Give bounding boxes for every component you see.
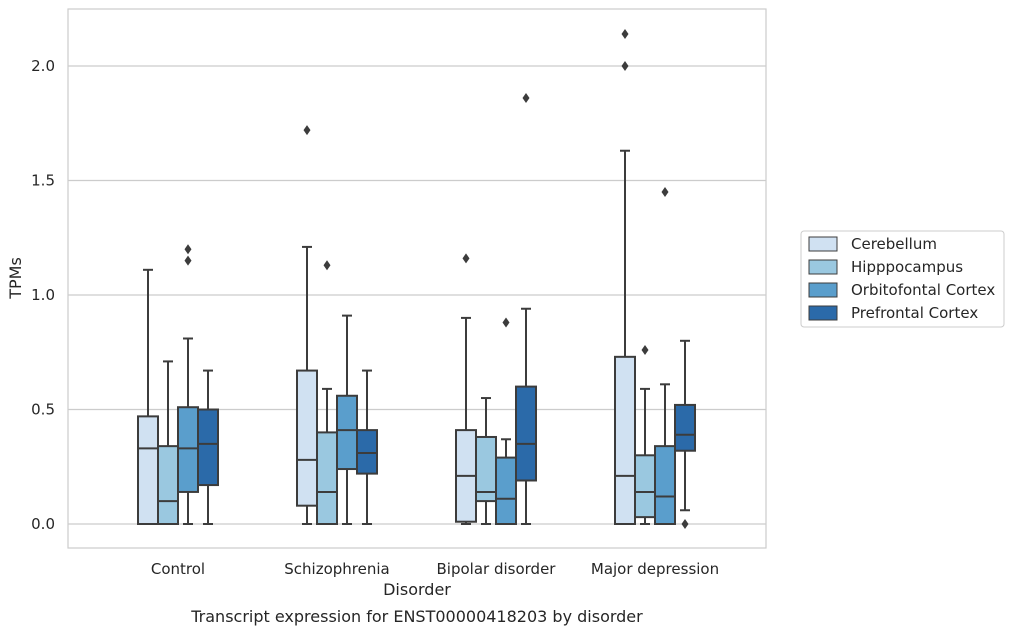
x-tick-label: Schizophrenia	[284, 560, 389, 578]
outlier-point	[661, 186, 669, 197]
y-tick-label: 2.0	[31, 57, 55, 75]
x-tick-label: Bipolar disorder	[437, 560, 557, 578]
outlier-point	[522, 93, 530, 104]
x-axis-title: Disorder	[383, 580, 451, 599]
series-hipppocampus	[157, 260, 656, 526]
legend-swatch	[808, 236, 838, 252]
y-tick-label: 0.5	[31, 401, 55, 419]
outlier-point	[462, 253, 470, 264]
legend-label: Prefrontal Cortex	[851, 304, 978, 322]
x-tick-label: Major depression	[591, 560, 719, 578]
legend-label: Cerebellum	[851, 235, 937, 253]
outlier-point	[184, 255, 192, 266]
legend: Cerebellum Hipppocampus Orbitofontal Corte…	[800, 230, 1005, 328]
series-prefrontal-cortex	[197, 93, 696, 529]
box	[455, 253, 477, 525]
outlier-point	[502, 317, 510, 328]
x-tick-labels: Control Schizophrenia Bipolar disorder Majo…	[151, 560, 719, 578]
outlier-point	[621, 61, 629, 71]
box-groups	[137, 28, 696, 529]
box-body	[614, 355, 636, 525]
y-axis-title: TPMs	[6, 257, 25, 300]
x-tick-label: Control	[151, 560, 205, 578]
legend-label: Orbitofontal Cortex	[851, 281, 995, 299]
y-tick-label: 1.5	[31, 172, 55, 190]
outlier-point	[681, 519, 689, 529]
legend-frame	[800, 230, 1005, 328]
box-body	[674, 403, 696, 452]
box	[356, 369, 378, 525]
box	[197, 369, 219, 525]
box	[654, 186, 676, 526]
y-tick-label: 1.0	[31, 286, 55, 304]
box-body	[654, 445, 676, 526]
chart-caption: Transcript expression for ENST0000041820…	[190, 607, 643, 626]
y-tick-labels: 0.0 0.5 1.0 1.5 2.0	[31, 57, 55, 533]
legend-swatch	[808, 282, 838, 298]
outlier-point	[621, 28, 629, 39]
box-body	[316, 431, 338, 525]
plot-area-border	[67, 8, 767, 549]
box-body	[137, 415, 159, 525]
legend-swatch	[808, 259, 838, 275]
series-orbitofontal-cortex	[177, 186, 676, 526]
box-body	[634, 454, 656, 519]
box-body	[356, 429, 378, 475]
y-tick-label: 0.0	[31, 515, 55, 533]
box-body	[495, 456, 517, 525]
box-body	[197, 408, 219, 487]
box	[475, 397, 497, 525]
outlier-point	[323, 260, 331, 271]
box-body	[336, 394, 358, 471]
box-body	[515, 385, 537, 482]
box	[316, 260, 338, 525]
box	[674, 339, 696, 529]
series-cerebellum	[137, 28, 636, 525]
box-body	[296, 369, 318, 507]
legend-label: Hipppocampus	[851, 258, 963, 276]
box	[614, 28, 636, 525]
box	[296, 125, 318, 525]
legend-swatch	[808, 305, 838, 321]
box-body	[157, 445, 179, 526]
outlier-point	[641, 344, 649, 355]
box	[495, 317, 517, 525]
outlier-point	[184, 244, 192, 255]
outlier-point	[303, 125, 311, 136]
box	[515, 93, 537, 525]
box-body	[177, 406, 199, 493]
